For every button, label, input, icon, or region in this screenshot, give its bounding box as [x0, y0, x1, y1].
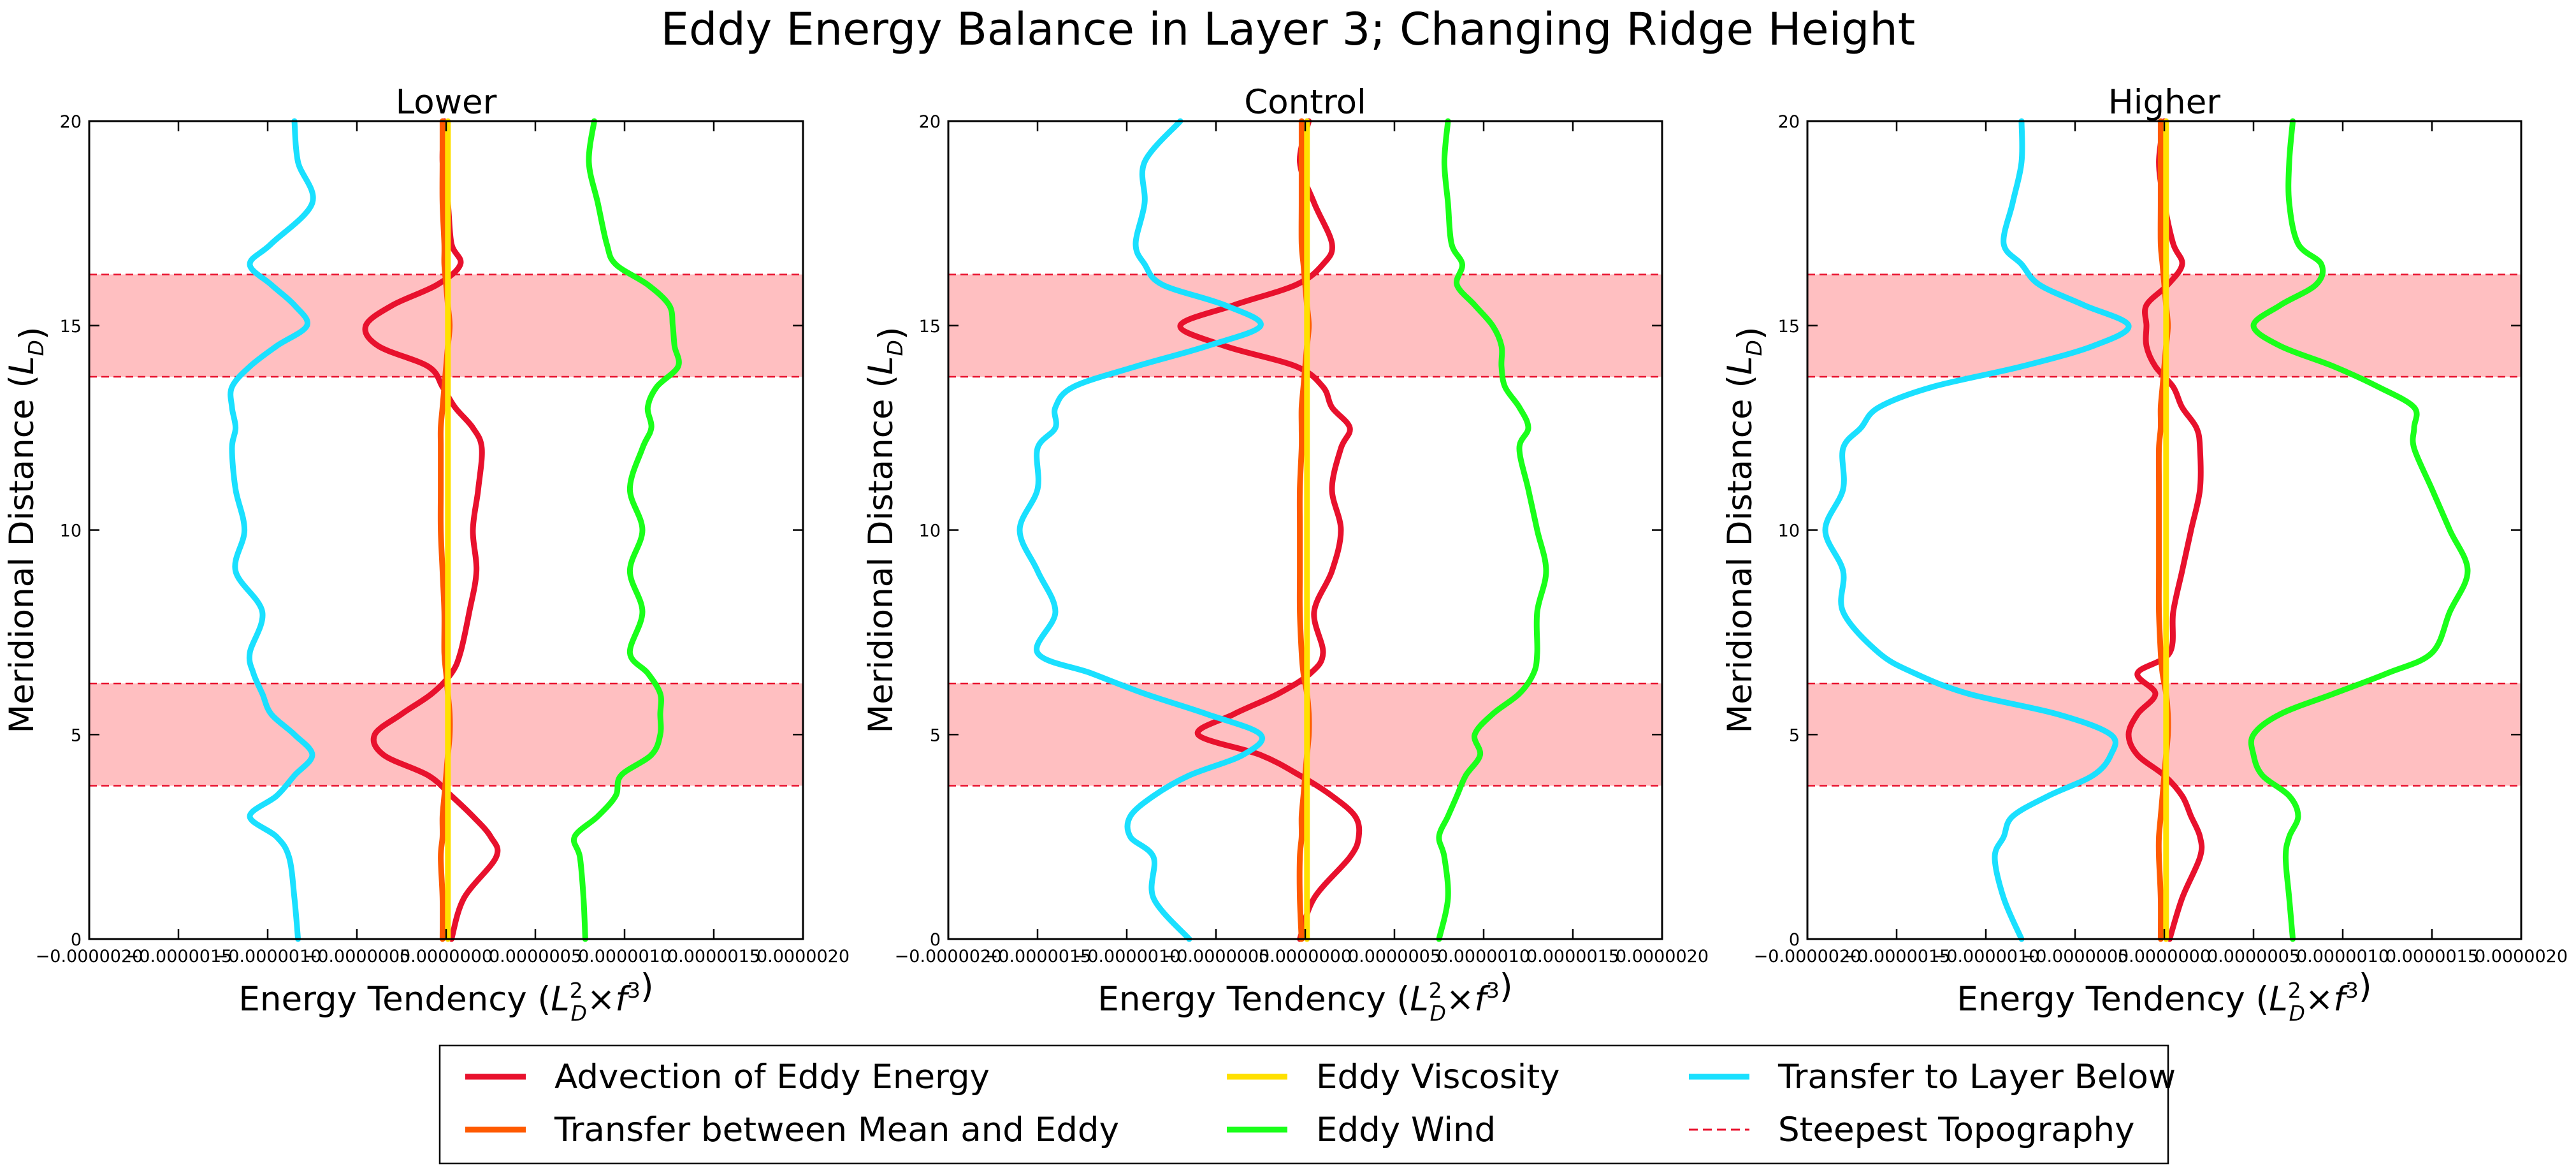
y-tick-label: 15	[1778, 317, 1800, 337]
x-tick-label: −0.0000010	[214, 947, 322, 966]
figure-title: Eddy Energy Balance in Layer 3; Changing…	[661, 3, 1915, 55]
y-tick-label: 15	[919, 317, 941, 337]
chart-panels: −0.0000020−0.0000015−0.0000010−0.0000005…	[3, 83, 2568, 1026]
legend-label: Eddy Viscosity	[1316, 1058, 1559, 1096]
legend-label: Steepest Topography	[1778, 1111, 2135, 1149]
y-tick-label: 5	[1789, 725, 1800, 745]
x-tick-label: 0.0000020	[2475, 947, 2568, 966]
series-line-eddy-wind	[1436, 118, 1549, 942]
chart-panel-control: −0.0000020−0.0000015−0.0000010−0.0000005…	[862, 83, 1709, 1026]
legend-label: Eddy Wind	[1316, 1111, 1496, 1149]
y-tick-label: 0	[71, 930, 82, 950]
series-line-eddy-wind	[571, 118, 682, 942]
legend-frame	[438, 1044, 2169, 1165]
x-tick-label: 0.0000020	[1616, 947, 1709, 966]
y-tick-label: 15	[60, 317, 82, 337]
x-tick-label: −0.0000010	[1932, 947, 2040, 966]
series-line-transfer-to-layer-below	[228, 118, 316, 942]
x-tick-label: 0.0000015	[667, 947, 760, 966]
panel-title: Control	[1244, 83, 1366, 122]
x-tick-label: 0.0000000	[400, 947, 493, 966]
x-tick-label: −0.0000005	[1162, 947, 1270, 966]
y-tick-label: 0	[1789, 930, 1800, 950]
x-tick-label: 0.0000015	[1526, 947, 1619, 966]
panel-title: Lower	[396, 83, 497, 122]
y-axis-label: Meridional Distance (LD)	[3, 326, 52, 733]
x-tick-label: −0.0000015	[125, 947, 233, 966]
y-tick-label: 20	[919, 112, 941, 132]
x-tick-label: 0.0000020	[756, 947, 850, 966]
y-tick-label: 10	[919, 521, 941, 541]
x-axis-label: Energy Tendency (L2 D×f3)	[1097, 967, 1512, 1026]
x-tick-label: 0.0000000	[2118, 947, 2211, 966]
y-axis-label: Meridional Distance (LD)	[862, 326, 911, 733]
y-tick-label: 5	[71, 725, 82, 745]
x-tick-label: 0.0000010	[578, 947, 671, 966]
y-tick-label: 10	[60, 521, 82, 541]
x-tick-label: 0.0000005	[2207, 947, 2300, 966]
y-tick-label: 5	[930, 725, 941, 745]
chart-panel-higher: −0.0000020−0.0000015−0.0000010−0.0000005…	[1721, 83, 2568, 1026]
x-tick-label: −0.0000020	[895, 947, 1002, 966]
y-axis-label: Meridional Distance (LD)	[1721, 326, 1770, 733]
legend-label: Advection of Eddy Energy	[554, 1058, 990, 1096]
x-tick-label: −0.0000005	[2022, 947, 2129, 966]
x-tick-label: −0.0000005	[303, 947, 411, 966]
legend: Advection of Eddy Energy Transfer between…	[438, 1044, 2176, 1165]
panel-title: Higher	[2108, 83, 2220, 122]
chart-panel-lower: −0.0000020−0.0000015−0.0000010−0.0000005…	[3, 83, 850, 1026]
x-tick-label: 0.0000010	[2296, 947, 2389, 966]
x-tick-label: 0.0000010	[1437, 947, 1530, 966]
legend-label: Transfer to Layer Below	[1777, 1058, 2176, 1096]
x-tick-label: 0.0000000	[1259, 947, 1352, 966]
x-tick-label: 0.0000005	[1348, 947, 1441, 966]
y-tick-label: 20	[1778, 112, 1800, 132]
x-tick-label: −0.0000015	[984, 947, 1092, 966]
x-tick-label: −0.0000015	[1843, 947, 1951, 966]
y-tick-label: 10	[1778, 521, 1800, 541]
x-tick-label: 0.0000015	[2385, 947, 2478, 966]
x-tick-label: 0.0000005	[489, 947, 582, 966]
series-line-advection-of-eddy-energy	[1177, 118, 1363, 942]
y-tick-label: 20	[60, 112, 82, 132]
series-line-eddy-wind	[2248, 118, 2471, 942]
x-tick-label: −0.0000020	[36, 947, 143, 966]
series-line-advection-of-eddy-energy	[362, 118, 501, 942]
series-line-transfer-to-layer-below	[1822, 118, 2132, 942]
x-tick-label: −0.0000010	[1073, 947, 1181, 966]
series-line-transfer-to-layer-below	[1017, 118, 1265, 942]
x-tick-label: −0.0000020	[1754, 947, 1862, 966]
legend-label: Transfer between Mean and Eddy	[554, 1111, 1119, 1149]
y-tick-label: 0	[930, 930, 941, 950]
